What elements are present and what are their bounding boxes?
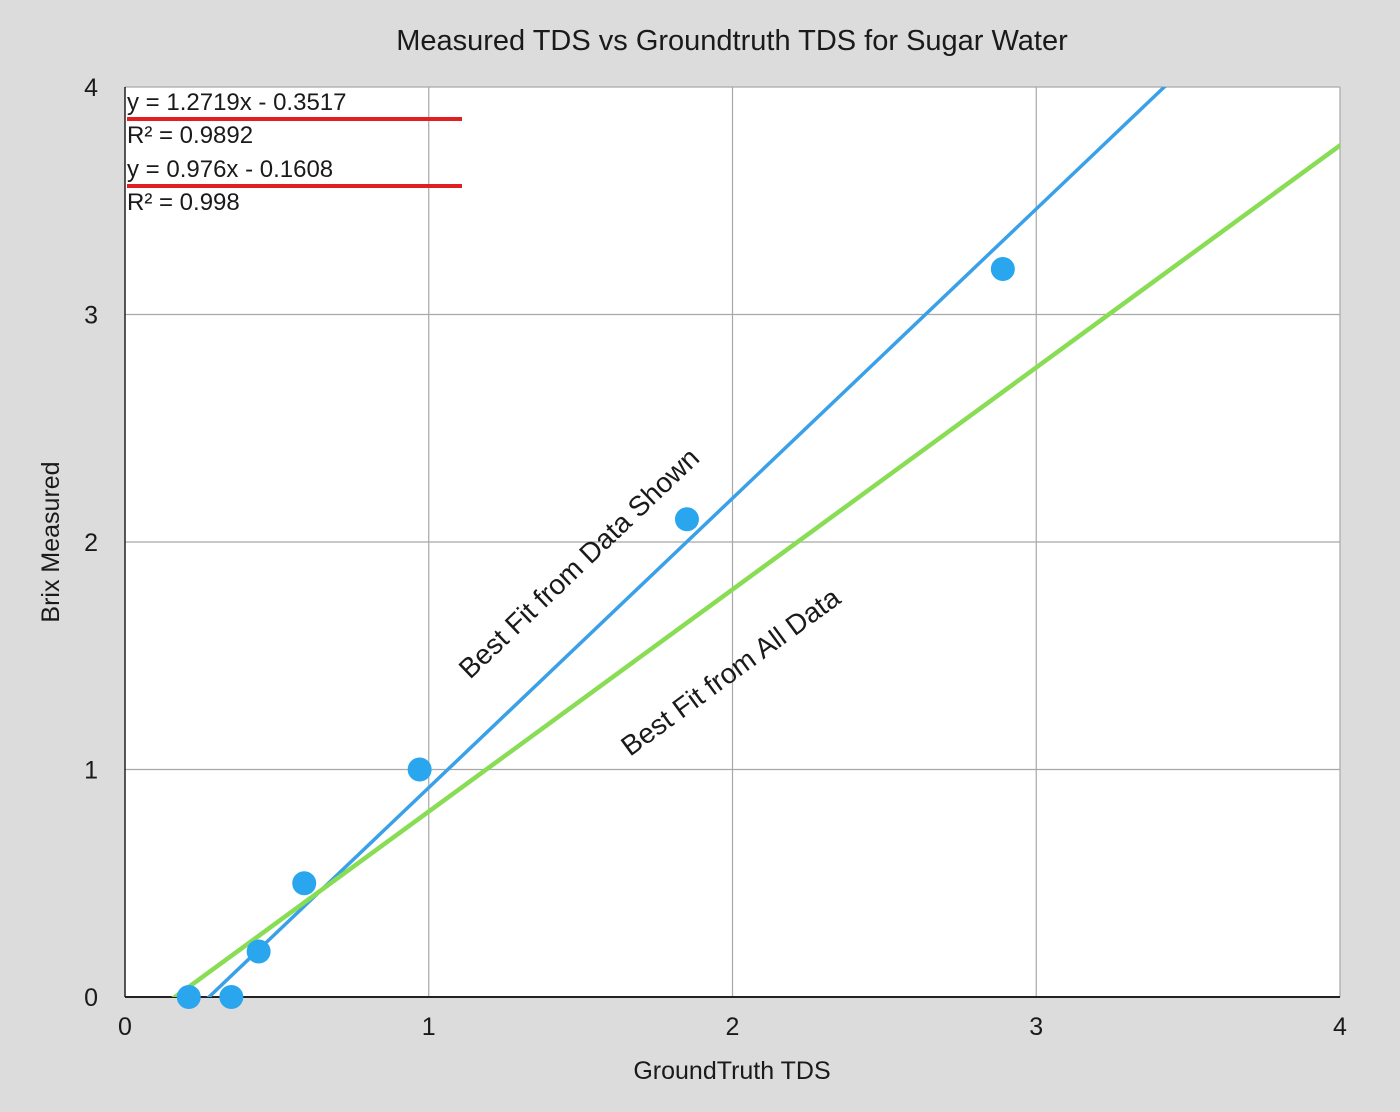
data-points xyxy=(176,257,1015,1009)
trendline-r-squared: R² = 0.998 xyxy=(127,189,240,216)
trendlines xyxy=(171,87,1340,997)
x-tick-label: 2 xyxy=(726,1013,740,1041)
grid xyxy=(124,86,1341,998)
y-tick-label: 1 xyxy=(84,757,98,785)
data-point xyxy=(407,757,432,782)
data-point xyxy=(292,871,317,896)
data-point xyxy=(674,507,699,532)
trendline-equation: y = 0.976x - 0.1608 xyxy=(127,156,333,183)
data-point xyxy=(176,985,201,1009)
tick-labels: 0 1 2 3 4 0 1 2 3 4 xyxy=(84,74,1347,1041)
x-tick-label: 4 xyxy=(1333,1013,1347,1041)
chart-title: Measured TDS vs Groundtruth TDS for Suga… xyxy=(396,25,1068,57)
data-point xyxy=(246,939,271,964)
trendline-equations: y = 1.2719x - 0.3517 R² = 0.9892 y = 0.976… xyxy=(127,89,462,216)
y-tick-label: 4 xyxy=(84,74,98,102)
data-point xyxy=(219,985,244,1009)
x-axis-label: GroundTruth TDS xyxy=(633,1057,830,1085)
y-axis-label: Brix Measured xyxy=(37,461,65,622)
x-tick-label: 0 xyxy=(118,1013,132,1041)
x-tick-label: 1 xyxy=(422,1013,436,1041)
y-tick-label: 3 xyxy=(84,302,98,330)
y-tick-label: 2 xyxy=(84,529,98,557)
y-tick-label: 0 xyxy=(84,984,98,1012)
x-tick-label: 3 xyxy=(1029,1013,1043,1041)
trendline xyxy=(171,142,1340,997)
trendline-r-squared: R² = 0.9892 xyxy=(127,122,253,149)
data-point xyxy=(990,257,1015,281)
trendline-equation: y = 1.2719x - 0.3517 xyxy=(127,89,347,116)
trendline xyxy=(206,87,1167,997)
